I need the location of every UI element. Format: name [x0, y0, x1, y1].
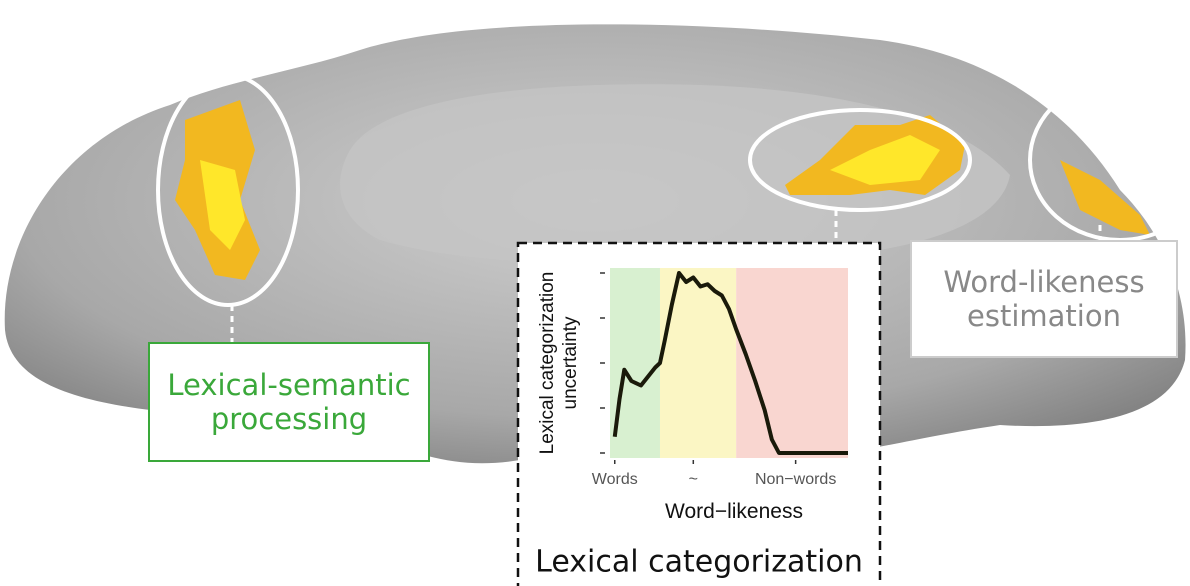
x-tick-label: Words [592, 471, 638, 488]
x-tick-label: ~ [689, 471, 698, 488]
y-axis-label: Lexical categorization [537, 272, 558, 455]
region [736, 268, 848, 458]
label-box: Lexical-semantic processing [148, 342, 430, 462]
y-axis-label: uncertainty [560, 316, 581, 409]
x-tick-label: Non−words [755, 471, 836, 488]
x-axis-label: Word−likeness [665, 500, 803, 523]
region [660, 268, 736, 458]
label-box: Word-likeness estimation [910, 240, 1178, 358]
label-text: Word-likeness estimation [932, 265, 1156, 333]
figure: Lexical categorization Words ~ Non−words Wo… [0, 0, 1190, 586]
label-text: Lexical-semantic processing [160, 368, 418, 436]
inset-caption: Lexical categorization [535, 545, 863, 580]
